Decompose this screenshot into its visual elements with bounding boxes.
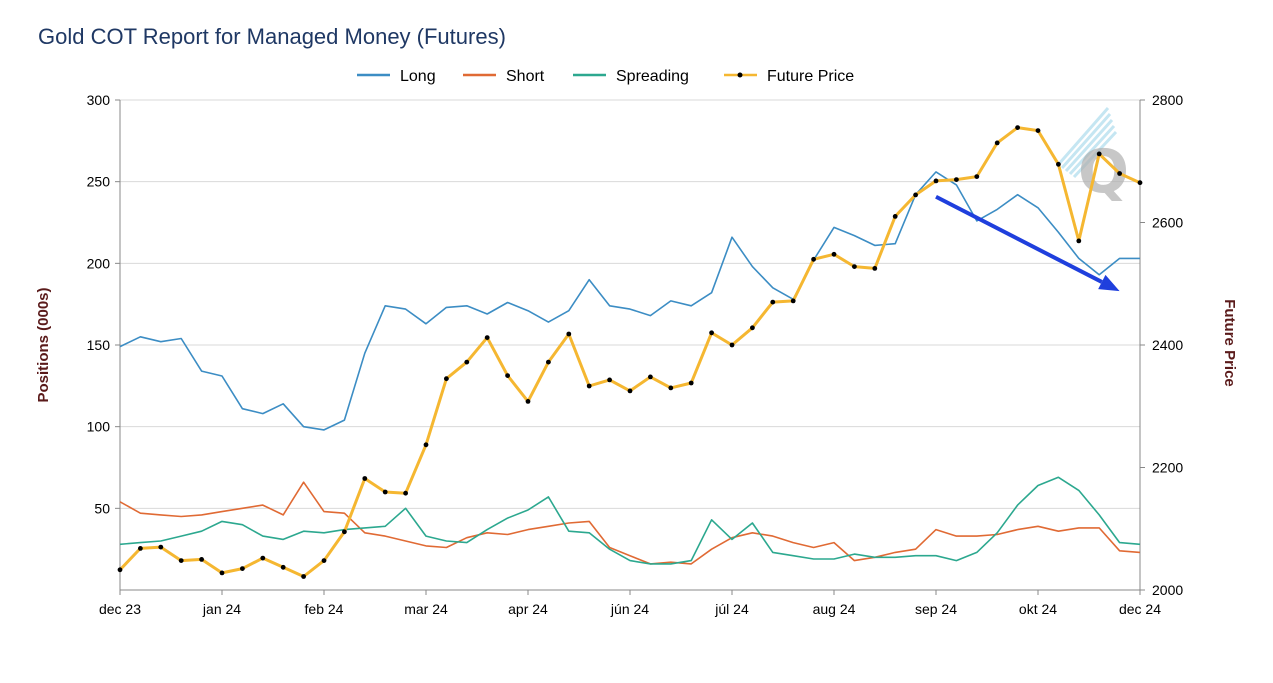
x-tick-label: dec 23 [99, 601, 141, 617]
data-point-future-price [484, 335, 490, 340]
y-tick-label: 50 [94, 500, 110, 516]
data-point-future-price [199, 557, 205, 562]
y2-tick-label: 2200 [1152, 460, 1183, 476]
y-tick-label: 250 [87, 174, 111, 190]
data-point-future-price [729, 342, 735, 348]
data-point-future-price [954, 177, 959, 183]
x-tick-label: júl 24 [714, 601, 749, 617]
x-tick-label: sep 24 [915, 601, 957, 617]
series-layer [117, 125, 1143, 579]
data-point-future-price [158, 544, 164, 550]
data-point-future-price [362, 476, 368, 481]
data-point-future-price [790, 298, 796, 304]
data-point-future-price [301, 574, 306, 579]
data-point-future-price [586, 383, 592, 389]
data-point-future-price [709, 330, 714, 336]
data-point-future-price [933, 178, 939, 184]
data-point-future-price [1035, 128, 1041, 134]
data-point-future-price [505, 373, 510, 378]
annotation-arrow [935, 194, 1120, 292]
data-point-future-price [1015, 125, 1020, 130]
legend-label-spreading: Spreading [616, 68, 689, 85]
y2-tick-label: 2600 [1152, 215, 1183, 231]
data-point-future-price [240, 566, 245, 571]
y2-axis-title: Future Price [1221, 299, 1238, 387]
data-point-future-price [444, 376, 449, 382]
x-tick-label: jan 24 [202, 601, 241, 617]
y2-tick-label: 2400 [1152, 337, 1183, 353]
data-point-future-price [260, 555, 266, 561]
y-axis-title: Positions (000s) [35, 287, 52, 402]
x-tick-label: dec 24 [1119, 601, 1161, 617]
data-point-future-price [831, 251, 837, 257]
data-point-future-price [403, 490, 408, 496]
data-point-future-price [974, 174, 980, 180]
data-point-future-price [423, 442, 429, 448]
y-axis-left-ticks: 50 100 150 200 250 300 [87, 92, 120, 516]
data-point-future-price [750, 325, 755, 331]
data-point-future-price [648, 374, 653, 380]
x-tick-label: okt 24 [1019, 601, 1057, 617]
data-point-future-price [566, 331, 572, 337]
y2-tick-label: 2000 [1152, 582, 1183, 598]
x-tick-label: aug 24 [813, 601, 856, 617]
gridlines [120, 99, 1140, 509]
data-point-future-price [525, 399, 531, 404]
data-point-future-price [1076, 238, 1082, 244]
data-point-future-price [178, 558, 184, 563]
y-tick-label: 300 [87, 92, 111, 108]
x-tick-label: jún 24 [610, 601, 649, 617]
data-point-future-price [382, 489, 388, 495]
data-point-future-price [464, 359, 470, 365]
y2-tick-label: 2800 [1152, 92, 1183, 108]
x-tick-label: apr 24 [508, 601, 548, 617]
data-point-future-price [770, 299, 776, 305]
series-line-long [119, 171, 1140, 431]
y-axis-right-ticks: 2000 2200 2400 2600 2800 [1140, 92, 1183, 598]
data-point-future-price [219, 570, 225, 576]
x-axis-ticks: dec 23 jan 24 feb 24 mar 24 apr 24 jún 24 júl … [99, 590, 1161, 617]
data-point-future-price [342, 529, 347, 535]
data-point-future-price [607, 377, 612, 383]
legend-marker-future-price [737, 72, 743, 78]
data-point-future-price [1056, 161, 1061, 167]
x-tick-label: mar 24 [404, 601, 448, 617]
y-tick-label: 200 [87, 255, 111, 271]
data-point-future-price [688, 380, 694, 386]
data-point-future-price [811, 256, 816, 262]
legend-label-long: Long [400, 68, 436, 85]
watermark-stripes-icon [1056, 107, 1118, 179]
watermark-logo: Q [1056, 107, 1129, 207]
data-point-future-price [892, 214, 898, 219]
legend-label-short: Short [506, 68, 545, 85]
data-point-future-price [994, 140, 1000, 146]
data-point-future-price [138, 546, 143, 551]
data-point-future-price [280, 564, 286, 570]
y-tick-label: 150 [87, 337, 111, 353]
data-point-future-price [913, 192, 918, 198]
x-tick-label: feb 24 [305, 601, 344, 617]
legend-label-future-price: Future Price [767, 68, 854, 85]
y-tick-label: 100 [87, 419, 111, 435]
data-point-future-price [1096, 151, 1102, 157]
legend: Long Short Spreading Future Price [357, 68, 854, 85]
series-line-spreading [119, 476, 1141, 565]
data-point-future-price [627, 388, 633, 394]
data-point-future-price [668, 385, 674, 391]
data-point-future-price [872, 266, 878, 271]
data-point-future-price [1117, 171, 1122, 176]
data-point-future-price [117, 567, 123, 573]
arrow-shaft [935, 194, 1103, 284]
data-point-future-price [1137, 180, 1143, 186]
data-point-future-price [852, 264, 857, 269]
arrow-head [1098, 274, 1120, 292]
data-point-future-price [546, 359, 551, 365]
series-line-short [119, 481, 1141, 565]
data-point-future-price [321, 558, 327, 563]
chart-title: Gold COT Report for Managed Money (Futur… [38, 24, 506, 49]
